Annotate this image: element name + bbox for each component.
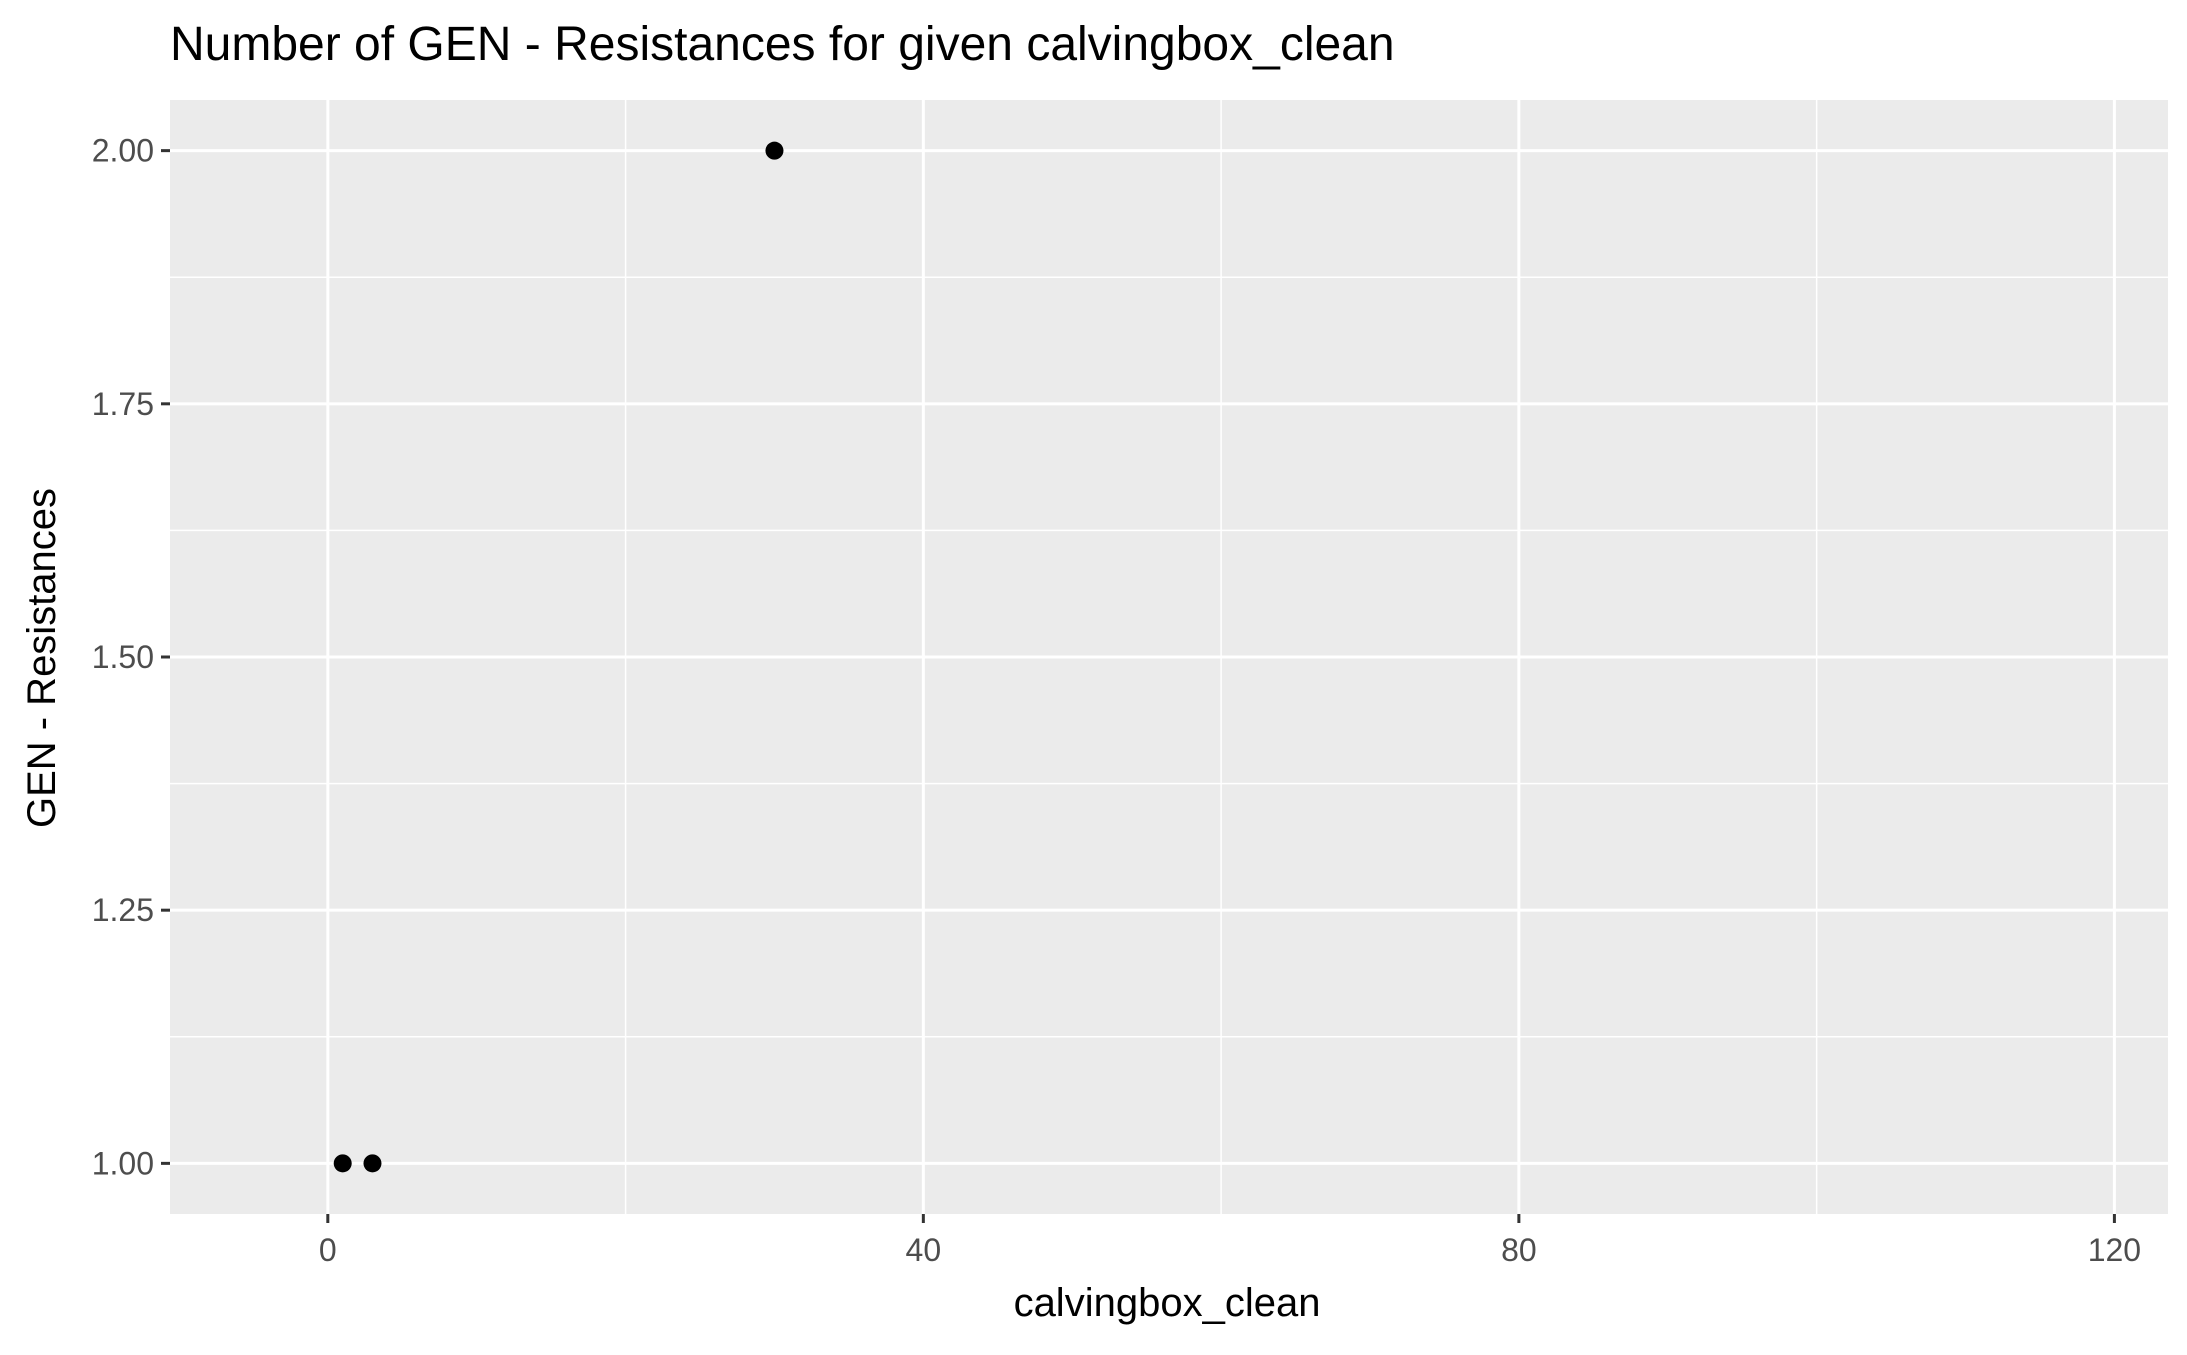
y-tick-label: 1.00 [92,1145,154,1181]
y-tick-label: 2.00 [92,133,154,169]
x-tick-label: 0 [319,1232,337,1268]
chart-title: Number of GEN - Resistances for given ca… [170,18,1395,71]
x-tick-label: 120 [2088,1232,2141,1268]
data-point [333,1154,352,1173]
x-tick-label: 40 [906,1232,942,1268]
y-tick-label: 1.25 [92,892,154,928]
x-tick-label: 80 [1501,1232,1537,1268]
data-point [765,141,784,160]
y-axis-title: GEN - Resistances [20,488,64,828]
y-axis: 1.00 1.25 1.50 1.75 2.00 [92,133,170,1181]
x-axis-title: calvingbox_clean [1014,1281,1321,1325]
y-tick-label: 1.75 [92,386,154,422]
y-tick-label: 1.50 [92,639,154,675]
x-axis: 0 40 80 120 [319,1214,2141,1268]
data-points [333,141,784,1173]
data-point [363,1154,382,1173]
major-gridlines [170,100,2168,1214]
